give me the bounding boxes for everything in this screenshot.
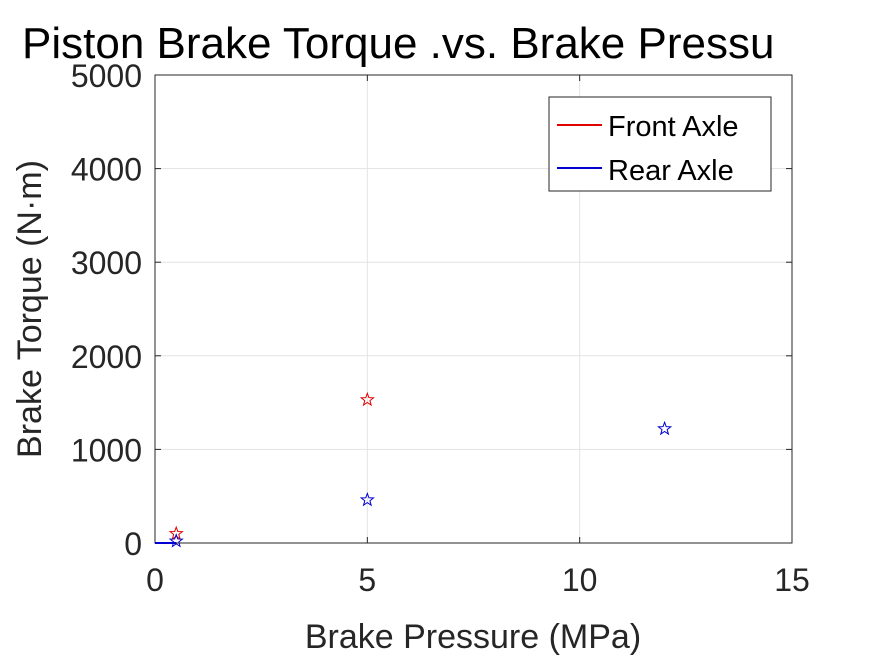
data-point-rear-axle xyxy=(657,420,673,436)
data-point-rear-axle xyxy=(168,533,184,548)
axis-ticks: 0 5 10 15 0 1000 2000 3000 4000 5000 xyxy=(71,58,810,598)
plot-area xyxy=(154,74,793,544)
y-tick-label: 2000 xyxy=(71,339,142,375)
y-tick-label: 3000 xyxy=(71,245,142,281)
x-tick-label: 10 xyxy=(562,562,598,598)
legend-label-rear-axle: Rear Axle xyxy=(608,155,734,187)
y-tick-label: 1000 xyxy=(71,432,142,468)
y-tick-label: 4000 xyxy=(71,152,142,188)
x-tick-label: 15 xyxy=(774,562,810,598)
y-tick-label: 5000 xyxy=(71,58,142,94)
y-tick-label: 0 xyxy=(124,526,142,562)
legend: Front Axle Rear Axle xyxy=(548,96,772,192)
chart-title: Piston Brake Torque .vs. Brake Pressu xyxy=(22,19,774,68)
data-point-front-axle xyxy=(359,391,375,407)
data-point-rear-axle xyxy=(359,491,375,507)
data-marks xyxy=(155,391,673,548)
x-axis-label: Brake Pressure (MPa) xyxy=(305,618,641,656)
data-point-front-axle xyxy=(168,525,184,541)
y-axis-label: Brake Torque (N·m) xyxy=(11,160,49,458)
legend-box xyxy=(548,96,772,192)
legend-label-front-axle: Front Axle xyxy=(608,111,739,143)
x-tick-label: 5 xyxy=(358,562,376,598)
x-tick-label: 0 xyxy=(146,562,164,598)
